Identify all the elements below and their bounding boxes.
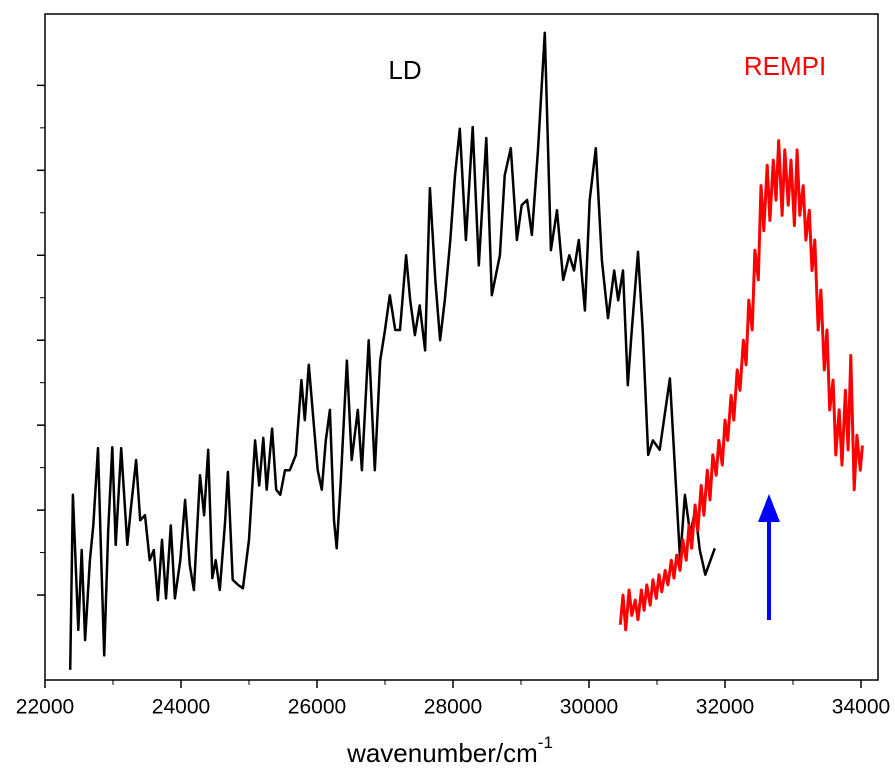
series-label: REMPI xyxy=(744,51,826,81)
arrow xyxy=(758,494,780,620)
x-axis-label: wavenumber/cm-1 xyxy=(346,733,553,767)
x-tick-label: 24000 xyxy=(152,696,210,719)
x-tick-label: 28000 xyxy=(424,696,482,719)
series-line xyxy=(68,31,716,670)
x-tick-label: 22000 xyxy=(16,696,74,719)
x-tick-label: 32000 xyxy=(696,696,754,719)
series-label: LD xyxy=(388,55,421,85)
x-tick-label: 34000 xyxy=(832,696,890,719)
x-axis-label-text: wavenumber/cm xyxy=(346,738,538,768)
x-axis-label-superscript: -1 xyxy=(538,733,553,752)
x-tick-label: 30000 xyxy=(560,696,618,719)
plot-frame xyxy=(44,13,879,681)
series-line xyxy=(618,139,864,632)
x-tick-label: 26000 xyxy=(288,696,346,719)
